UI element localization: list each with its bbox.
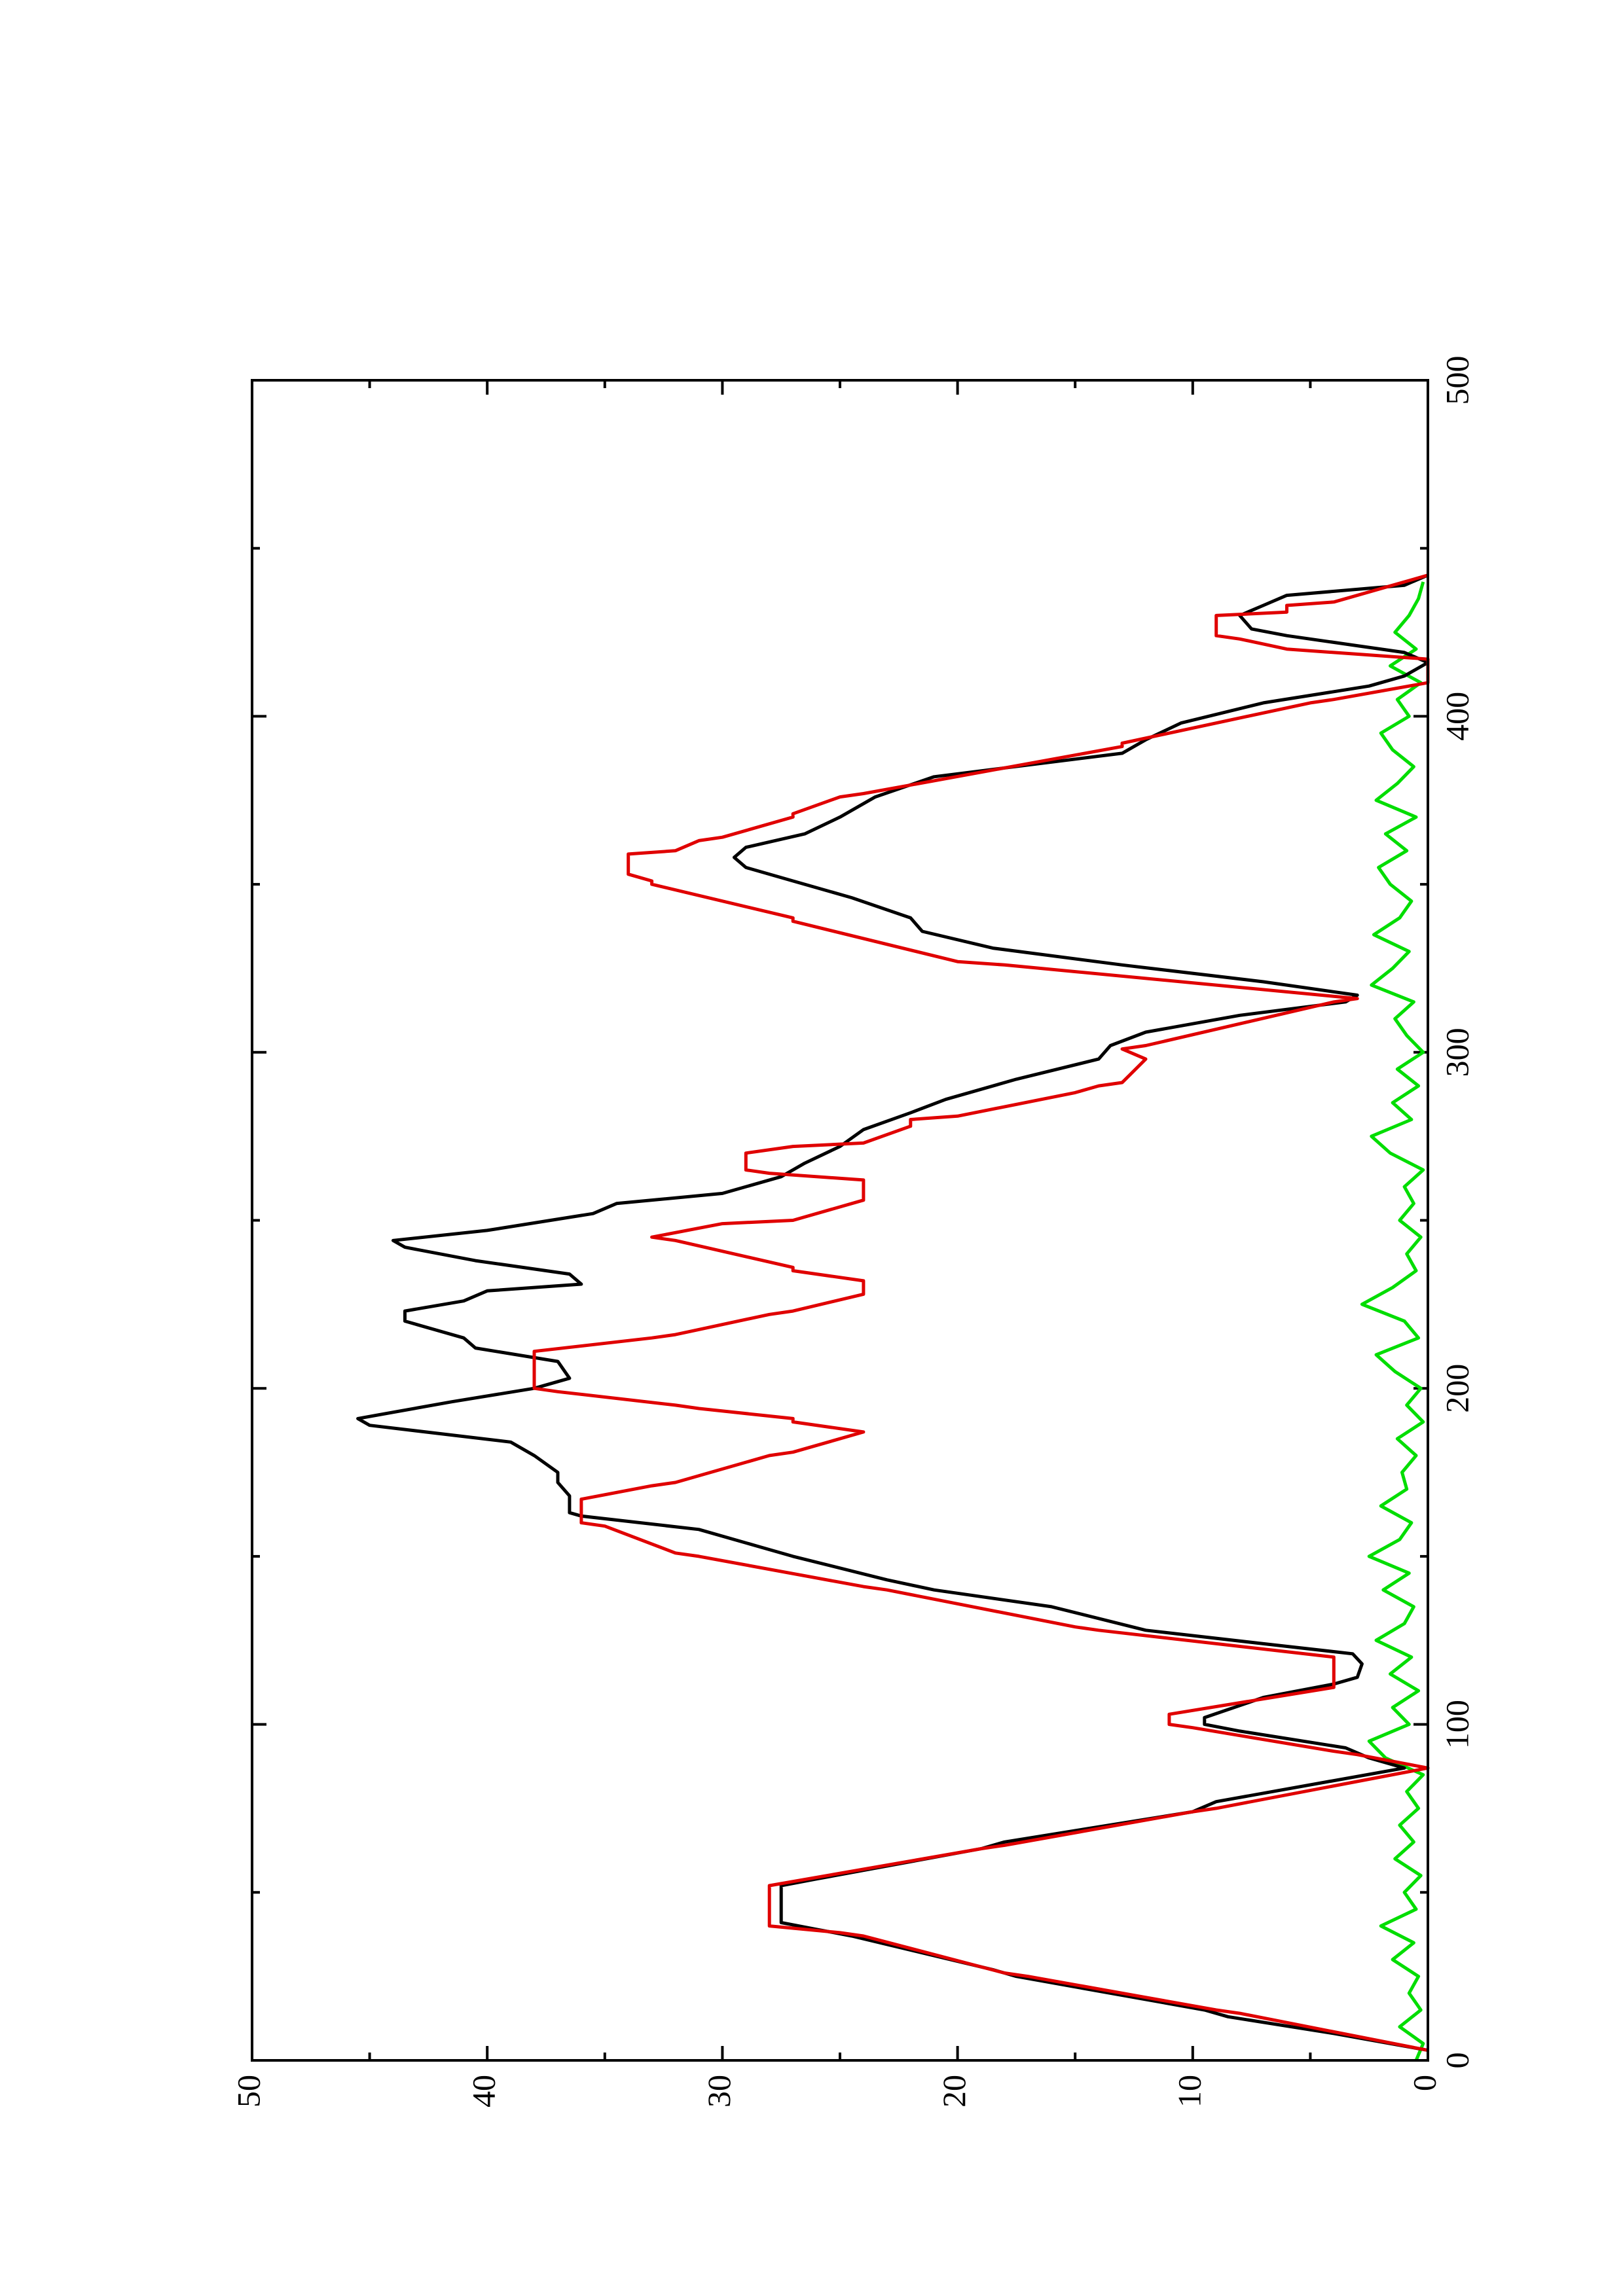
x-tick-label: 400 — [1438, 692, 1475, 741]
data-line — [532, 573, 1430, 2053]
y-tick-label: 0 — [1406, 2075, 1442, 2091]
data-line — [1360, 581, 1425, 2061]
y-tick-label: 40 — [465, 2075, 502, 2108]
y-tick-label: 10 — [1171, 2075, 1207, 2108]
y-tick-label: 20 — [936, 2075, 972, 2108]
x-tick-label: 200 — [1438, 1364, 1475, 1413]
x-tick-label: 500 — [1438, 356, 1475, 405]
plot-frame: 0 100 200 300 400 500 0 10 20 30 40 50 — [230, 356, 1475, 2108]
plot-border — [251, 379, 1429, 2062]
x-tick-label: 0 — [1438, 2053, 1475, 2069]
y-tick-label: 50 — [230, 2075, 266, 2108]
y-tick-label: 30 — [701, 2075, 737, 2108]
x-tick-label: 100 — [1438, 1700, 1475, 1749]
data-line — [356, 573, 1430, 2053]
x-tick-label: 300 — [1438, 1028, 1475, 1077]
